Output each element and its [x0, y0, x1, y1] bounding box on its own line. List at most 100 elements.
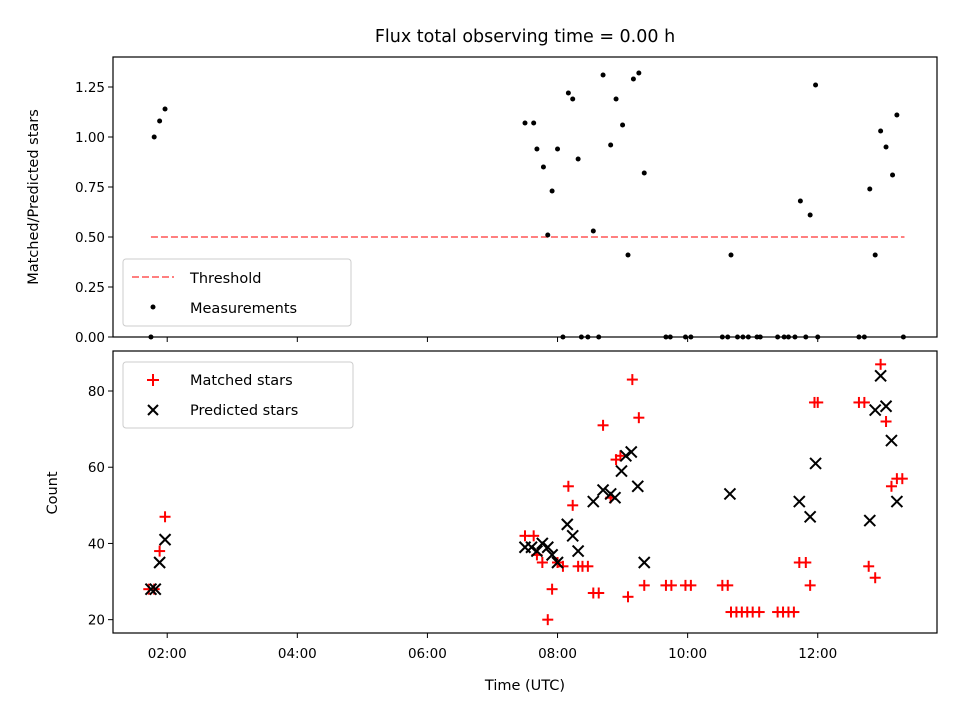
predicted-star-point-30 [879, 400, 893, 413]
measurement-point-23 [625, 252, 631, 258]
measurement-point-43 [797, 198, 803, 204]
bottom-x-tick-label-5: 12:00 [798, 646, 837, 662]
legend-measurements-swatch [150, 304, 156, 310]
predicted-star-point-2 [153, 556, 166, 569]
matched-star-point-11 [557, 560, 569, 572]
predicted-star-point-15 [596, 483, 610, 497]
top-y-tick-label-3: 0.75 [75, 180, 105, 196]
matched-star-point-54 [885, 480, 897, 492]
measurement-point-53 [883, 144, 889, 150]
predicted-star-point-6 [530, 544, 544, 558]
measurement-point-21 [613, 96, 619, 102]
matched-star-point-8 [542, 614, 554, 626]
measurement-point-9 [549, 188, 555, 194]
matched-star-point-49 [858, 396, 870, 408]
matched-star-point-38 [753, 606, 765, 618]
matched-star-point-47 [812, 396, 824, 408]
bottom-x-tick-label-0: 02:00 [148, 646, 187, 662]
matched-star-point-22 [614, 450, 626, 462]
measurement-point-1 [151, 134, 157, 140]
predicted-star-point-7 [536, 537, 549, 550]
measurement-point-17 [590, 228, 596, 234]
measurement-point-4 [522, 120, 528, 126]
predicted-star-point-25 [803, 510, 817, 523]
predicted-star-point-12 [566, 529, 579, 543]
measurement-point-12 [565, 90, 571, 96]
predicted-star-point-26 [809, 457, 822, 470]
bottom-x-tick-label-2: 06:00 [408, 646, 447, 662]
matched-star-point-28 [665, 579, 677, 591]
bottom-y-tick-label-1: 40 [88, 536, 105, 552]
measurement-point-33 [728, 252, 734, 258]
matched-star-point-3 [159, 511, 171, 523]
predicted-star-point-22 [638, 556, 651, 569]
legend-threshold-label: Threshold [189, 271, 261, 287]
legend-predicted-swatch [147, 404, 159, 416]
measurement-point-10 [555, 146, 561, 152]
predicted-star-point-29 [874, 369, 887, 382]
bottom-y-ticks: 20 40 60 80 [88, 384, 113, 629]
legend-measurements-label: Measurements [190, 301, 297, 317]
measurement-point-14 [575, 156, 581, 162]
measurement-point-55 [894, 112, 900, 118]
measurement-point-45 [807, 212, 813, 218]
measurement-point-13 [570, 96, 576, 102]
top-y-tick-label-0: 0.00 [75, 330, 105, 346]
matched-star-point-2 [154, 545, 166, 557]
measurement-point-46 [813, 82, 819, 88]
predicted-star-point-19 [619, 449, 633, 463]
matched-star-point-13 [567, 499, 579, 511]
predicted-star-point-21 [631, 480, 644, 493]
measurement-point-24 [630, 76, 636, 82]
bottom-legend: Matched stars Predicted stars [122, 361, 354, 429]
predicted-star-point-23 [723, 487, 737, 501]
bottom-y-axis-label: Count [45, 471, 61, 514]
x-axis-label: Time (UTC) [484, 678, 565, 694]
predicted-star-point-11 [561, 518, 574, 531]
matched-star-point-9 [546, 583, 558, 595]
predicted-star-point-31 [885, 434, 898, 447]
bottom-x-tick-label-1: 04:00 [278, 646, 317, 662]
predicted-star-point-17 [608, 491, 622, 504]
top-y-tick-label-5: 1.25 [75, 80, 105, 96]
top-x-ticks [166, 337, 819, 342]
matched-star-point-30 [685, 579, 697, 591]
matched-star-point-53 [880, 416, 892, 427]
matched-star-point-19 [597, 419, 609, 431]
legend-matched-label: Matched stars [190, 373, 293, 389]
measurement-point-54 [890, 172, 896, 178]
matched-star-point-52 [875, 358, 887, 370]
matched-star-point-18 [593, 587, 605, 599]
bottom-marks [143, 358, 908, 626]
bottom-y-tick-label-3: 80 [88, 384, 105, 400]
matched-star-point-32 [722, 579, 734, 591]
top-y-ticks: 0.00 0.25 0.50 0.75 1.00 1.25 [75, 80, 113, 346]
bottom-x-tick-label-4: 10:00 [668, 646, 707, 662]
predicted-star-point-18 [615, 464, 628, 478]
top-legend: Threshold Measurements [122, 258, 352, 327]
predicted-star-point-28 [868, 403, 882, 417]
top-legend-box [122, 258, 352, 327]
predicted-star-point-20 [625, 445, 638, 459]
measurement-point-51 [872, 252, 878, 258]
matched-star-point-25 [633, 412, 645, 424]
top-marks [148, 70, 906, 340]
measurement-point-50 [867, 186, 873, 192]
bottom-plot-frame [112, 350, 938, 634]
measurement-point-5 [531, 120, 537, 126]
predicted-star-point-32 [890, 495, 904, 508]
matched-star-point-12 [562, 480, 574, 492]
matched-star-point-45 [804, 579, 816, 591]
legend-predicted-label: Predicted stars [190, 403, 298, 419]
matched-star-point-50 [863, 560, 875, 572]
matched-star-point-44 [800, 557, 812, 568]
measurement-point-52 [878, 128, 884, 134]
top-y-tick-label-2: 0.50 [75, 230, 105, 246]
matched-star-point-16 [582, 560, 594, 572]
matched-star-point-56 [896, 473, 908, 485]
predicted-star-point-13 [571, 544, 585, 558]
measurement-point-22 [620, 122, 626, 128]
